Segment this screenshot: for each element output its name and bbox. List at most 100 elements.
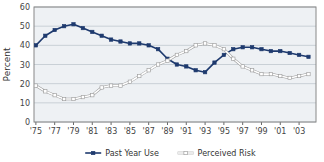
series-group xyxy=(34,23,310,101)
marker xyxy=(279,74,282,77)
marker xyxy=(100,34,103,37)
grid-line xyxy=(34,102,316,103)
marker xyxy=(297,74,300,77)
marker xyxy=(119,40,122,43)
legend-label: Past Year Use xyxy=(105,149,159,158)
marker xyxy=(100,86,103,89)
marker xyxy=(44,90,47,93)
x-tick-label: '83 xyxy=(105,127,117,136)
x-tick-label: '85 xyxy=(124,127,136,136)
legend-swatch xyxy=(85,152,101,154)
grid-line xyxy=(34,83,316,84)
marker xyxy=(156,63,159,66)
line-casing xyxy=(36,43,309,99)
series-line xyxy=(36,24,309,72)
marker xyxy=(72,23,75,26)
marker xyxy=(62,97,65,100)
marker xyxy=(128,42,131,45)
marker xyxy=(109,38,112,41)
marker xyxy=(91,30,94,33)
marker xyxy=(44,34,47,37)
marker xyxy=(34,44,37,47)
marker xyxy=(250,46,253,49)
marker xyxy=(175,63,178,66)
marker xyxy=(138,42,141,45)
y-tick-label: 40 xyxy=(20,41,30,50)
marker xyxy=(53,93,56,96)
marker xyxy=(232,57,235,60)
plot-area xyxy=(34,7,316,122)
x-tick-label: '79 xyxy=(67,127,79,136)
marker xyxy=(250,69,253,72)
marker xyxy=(156,47,159,50)
legend-marker xyxy=(184,151,187,154)
marker xyxy=(53,28,56,31)
x-tick-label: '81 xyxy=(86,127,98,136)
x-tick-label: '91 xyxy=(180,127,192,136)
x-tick-label: '95 xyxy=(218,127,230,136)
y-axis-label: Percent xyxy=(2,47,12,81)
y-tick-label: 30 xyxy=(20,61,30,70)
marker xyxy=(297,53,300,56)
series-line xyxy=(36,43,309,99)
y-tick-label: 10 xyxy=(20,99,30,108)
marker xyxy=(109,84,112,87)
legend-marker xyxy=(92,151,95,154)
marker xyxy=(260,47,263,50)
marker xyxy=(241,46,244,49)
marker xyxy=(119,84,122,87)
legend-swatch xyxy=(178,152,194,154)
y-tick-label: 50 xyxy=(20,22,30,31)
marker xyxy=(147,44,150,47)
y-tick-label: 20 xyxy=(20,80,30,89)
legend-label: Perceived Risk xyxy=(198,149,256,158)
grid-line xyxy=(34,45,316,46)
legend: Past Year Use Perceived Risk xyxy=(85,149,256,158)
plot-frame xyxy=(34,7,316,122)
marker xyxy=(288,76,291,79)
marker xyxy=(203,70,206,73)
marker xyxy=(222,53,225,56)
x-tick-label: '89 xyxy=(161,127,173,136)
marker xyxy=(260,72,263,75)
marker xyxy=(213,44,216,47)
marker xyxy=(62,24,65,27)
x-tick-label: '03 xyxy=(293,127,305,136)
marker xyxy=(166,59,169,62)
x-tick-label: '99 xyxy=(255,127,267,136)
marker xyxy=(194,69,197,72)
marker xyxy=(269,72,272,75)
marker xyxy=(185,65,188,68)
x-tick-label: '93 xyxy=(199,127,211,136)
marker xyxy=(81,26,84,29)
chart: 0 10 20 30 40 50 60 '75 '77 '79 '81 '83 '85 '87 '89 '91… xyxy=(0,0,324,162)
marker xyxy=(72,97,75,100)
marker xyxy=(307,55,310,58)
marker xyxy=(288,51,291,54)
marker xyxy=(213,61,216,64)
marker xyxy=(307,72,310,75)
y-tick-label: 60 xyxy=(20,3,30,12)
marker xyxy=(241,65,244,68)
marker xyxy=(34,84,37,87)
marker xyxy=(185,49,188,52)
marker xyxy=(279,49,282,52)
x-tick-label: '01 xyxy=(274,127,286,136)
x-tick-label: '77 xyxy=(48,127,60,136)
marker xyxy=(232,47,235,50)
marker xyxy=(269,49,272,52)
marker xyxy=(175,53,178,56)
x-tick-label: '75 xyxy=(30,127,42,136)
legend-swatch-casing xyxy=(178,152,194,155)
marker xyxy=(91,93,94,96)
x-tick-label: '97 xyxy=(236,127,248,136)
x-tick-label: '87 xyxy=(142,127,154,136)
marker xyxy=(194,44,197,47)
marker xyxy=(138,74,141,77)
y-tick-label: 0 xyxy=(25,118,30,127)
marker xyxy=(203,42,206,45)
marker xyxy=(147,69,150,72)
marker xyxy=(81,95,84,98)
marker xyxy=(222,47,225,50)
marker xyxy=(128,80,131,83)
